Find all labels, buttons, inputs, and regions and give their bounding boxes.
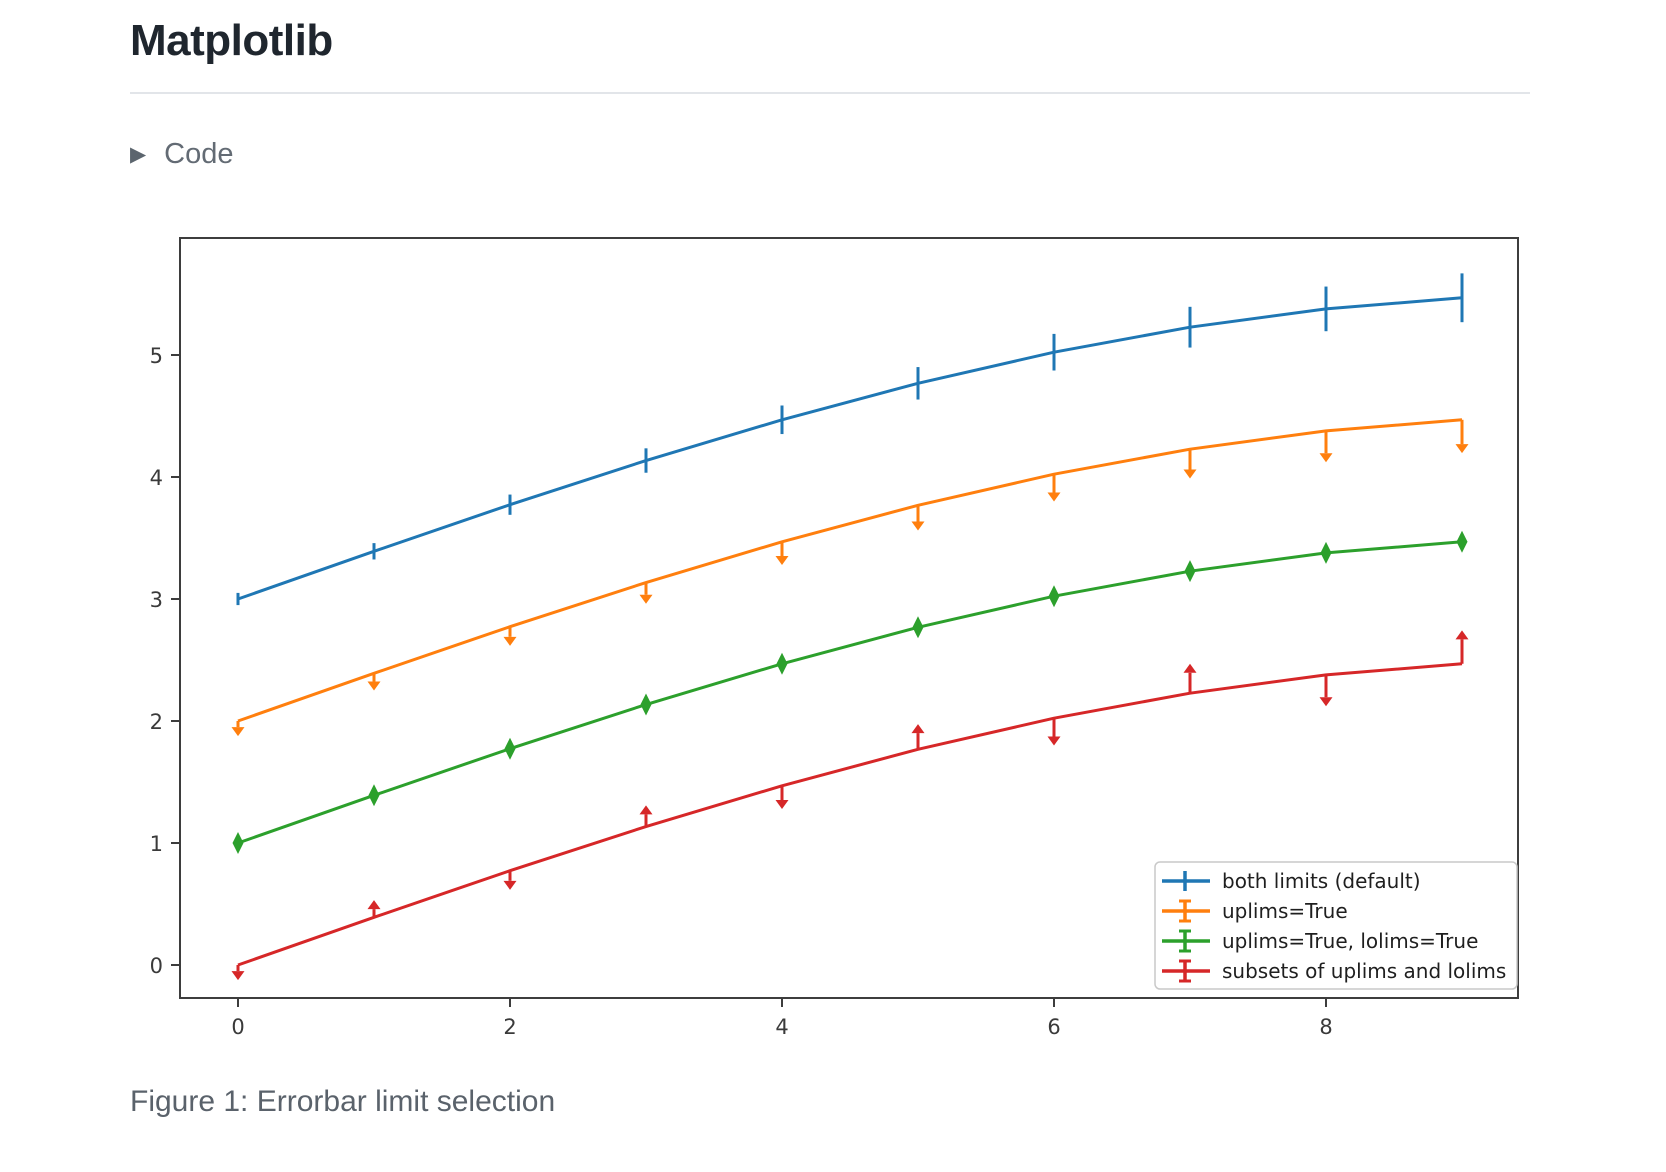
y-tick-label: 0: [150, 954, 163, 978]
caret-up-icon: [639, 805, 653, 815]
caret-up-icon: [1183, 663, 1197, 673]
series-1: [231, 418, 1469, 737]
page-title: Matplotlib: [130, 16, 333, 65]
errorbar-chart: 0 2 4 6 8 0 1 2 3 4 5 both limits (default) uplims=T…: [130, 215, 1530, 1045]
caret-down-icon: [503, 880, 517, 890]
y-tick-label: 3: [150, 588, 163, 612]
caret-down-icon: [367, 681, 381, 691]
figure: 0 2 4 6 8 0 1 2 3 4 5 both limits (default) uplims=T…: [130, 215, 1530, 1119]
code-toggle-label: Code: [164, 138, 234, 170]
legend-entry-label: subsets of uplims and lolims: [1222, 959, 1506, 983]
x-tick-label: 6: [1047, 1015, 1060, 1039]
legend: both limits (default) uplims=True uplims=T…: [1154, 861, 1518, 990]
series-0: [236, 273, 1464, 606]
caret-down-icon: [1319, 453, 1333, 463]
caret-down-icon: [775, 800, 789, 810]
caret-up-icon: [367, 900, 381, 910]
y-tick-label: 4: [150, 466, 163, 490]
caret-down-icon: [231, 971, 245, 981]
document-page: Matplotlib ▶ Code 0 2 4 6 8 0 1 2 3 4 5 both limits…: [130, 16, 1530, 1119]
y-tick-label: 1: [150, 832, 163, 856]
caret-up-icon: [911, 724, 925, 734]
data-line: [237, 662, 1463, 967]
code-toggle[interactable]: ▶ Code: [130, 138, 1530, 171]
caret-down-icon: [1183, 469, 1197, 479]
diamond-marker: [1456, 530, 1468, 553]
series-2: [232, 530, 1468, 854]
legend-entry-label: uplims=True: [1222, 899, 1348, 923]
x-tick-label: 2: [503, 1015, 516, 1039]
divider: [130, 92, 1530, 94]
legend-box: [1154, 861, 1518, 990]
caret-down-icon: [639, 594, 653, 604]
caret-down-icon: [775, 556, 789, 566]
data-line: [237, 296, 1463, 601]
caret-down-icon: [1319, 697, 1333, 707]
caret-down-icon: [1047, 736, 1061, 746]
caret-right-icon: ▶: [130, 143, 147, 166]
y-tick-label: 5: [150, 344, 163, 368]
caret-down-icon: [231, 727, 245, 737]
series-3: [231, 630, 1469, 981]
caret-down-icon: [1047, 492, 1061, 502]
x-tick-label: 0: [231, 1015, 244, 1039]
axes-box: [179, 237, 1519, 999]
figure-caption: Figure 1: Errorbar limit selection: [130, 1085, 556, 1118]
code-disclosure: ▶ Code: [130, 138, 1530, 171]
y-tick-label: 2: [150, 710, 163, 734]
x-tick-label: 4: [775, 1015, 788, 1039]
caret-down-icon: [503, 636, 517, 646]
data-line: [237, 418, 1463, 723]
legend-entry-label: uplims=True, lolims=True: [1222, 929, 1478, 953]
x-tick-label: 8: [1319, 1015, 1332, 1039]
caret-up-icon: [1455, 630, 1469, 640]
data-line: [237, 540, 1463, 845]
legend-entry-label: both limits (default): [1222, 869, 1421, 893]
caret-down-icon: [1455, 444, 1469, 454]
caret-down-icon: [911, 521, 925, 531]
